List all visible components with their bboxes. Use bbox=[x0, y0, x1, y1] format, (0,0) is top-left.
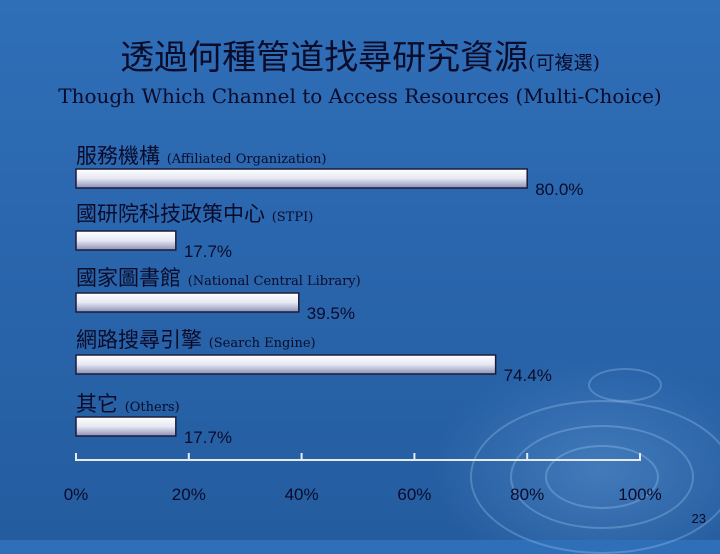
bar bbox=[75, 354, 497, 375]
bar-chart: 80.0% 17.7% 39.5% 74.4% 17.7% 0% 20% 40% 60% 80%… bbox=[64, 168, 662, 504]
data-label: 80.0% bbox=[535, 180, 583, 199]
x-tick-label: 40% bbox=[285, 485, 319, 504]
category-label-zh: 國研院科技政策中心 bbox=[76, 202, 265, 226]
x-tick-label: 20% bbox=[172, 485, 206, 504]
category-label: 國研院科技政策中心 (STPI) bbox=[76, 198, 313, 228]
data-label: 17.7% bbox=[184, 428, 232, 447]
data-label: 74.4% bbox=[504, 366, 552, 385]
category-label-zh: 服務機構 bbox=[76, 144, 160, 168]
category-label-en: (Affiliated Organization) bbox=[166, 152, 327, 167]
bar bbox=[75, 416, 177, 437]
data-label: 39.5% bbox=[307, 304, 355, 323]
page-number: 23 bbox=[691, 511, 706, 526]
data-label: 17.7% bbox=[184, 242, 232, 261]
category-label: 服務機構 (Affiliated Organization) bbox=[76, 140, 326, 170]
category-label-zh: 國家圖書館 bbox=[76, 266, 181, 290]
bar bbox=[75, 230, 177, 251]
title-main: 透過何種管道找尋研究資源 bbox=[120, 38, 529, 78]
category-label-en: (Others) bbox=[124, 400, 180, 415]
category-label-zh: 其它 bbox=[76, 392, 118, 416]
category-label-en: (STPI) bbox=[271, 210, 314, 225]
category-label: 其它 (Others) bbox=[76, 388, 180, 418]
bar bbox=[75, 168, 528, 189]
slide-title: 透過何種管道找尋研究資源(可複選) bbox=[0, 30, 720, 79]
category-label: 網路搜尋引擎 (Search Engine) bbox=[76, 324, 316, 354]
x-tick-label: 80% bbox=[510, 485, 544, 504]
x-tick-label: 60% bbox=[397, 485, 431, 504]
category-label: 國家圖書館 (National Central Library) bbox=[76, 262, 361, 292]
slide-subtitle: Though Which Channel to Access Resources… bbox=[58, 84, 662, 108]
x-tick-label: 0% bbox=[64, 485, 89, 504]
category-label-en: (Search Engine) bbox=[208, 336, 316, 351]
title-note: (可複選) bbox=[528, 52, 600, 74]
category-label-en: (National Central Library) bbox=[187, 274, 361, 289]
bar bbox=[75, 292, 300, 313]
x-tick-label: 100% bbox=[618, 485, 661, 504]
category-label-zh: 網路搜尋引擎 bbox=[76, 328, 202, 352]
